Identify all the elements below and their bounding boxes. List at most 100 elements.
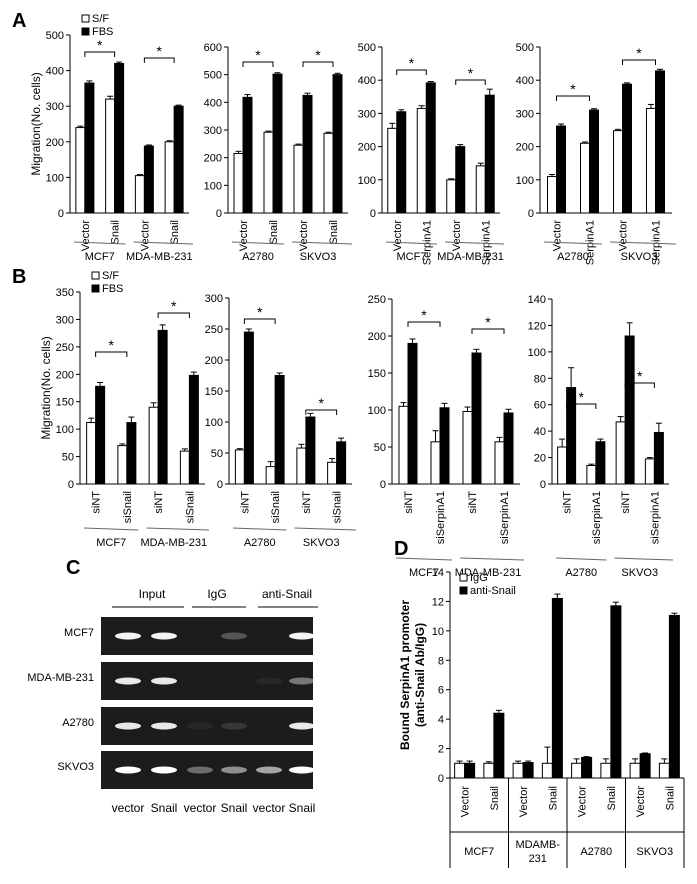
group-label: SKVO3 — [636, 846, 673, 858]
y-tick-label: 20 — [534, 453, 546, 465]
y-tick-label: 6 — [438, 685, 444, 697]
bar-sf — [179, 450, 190, 485]
y-tick-label: 500 — [516, 42, 534, 54]
legend-label: FBS — [102, 283, 123, 295]
bar-sf — [658, 762, 670, 779]
bar-fbs — [396, 111, 407, 214]
y-tick-label: 200 — [46, 137, 64, 149]
group-label: A2780 — [580, 846, 612, 858]
legend-label: anti-Snail — [470, 585, 516, 597]
bar-fbs — [173, 105, 184, 214]
bar-fbs — [551, 597, 563, 779]
category-label: siSnail — [270, 491, 282, 523]
bar-sf — [613, 130, 623, 214]
bar-sf — [148, 406, 159, 485]
gel-band — [115, 766, 141, 774]
bar-fbs — [455, 146, 466, 214]
bar-fbs — [272, 73, 283, 214]
bar-sf — [296, 447, 307, 485]
category-label: Vector — [552, 220, 564, 252]
y-tick-label: 400 — [46, 66, 64, 78]
group-divider — [385, 241, 438, 245]
gel-row-label: MCF7 — [64, 627, 94, 639]
bar-fbs — [522, 762, 534, 779]
y-tick-label: 500 — [204, 70, 222, 82]
y-tick-label: 8 — [438, 655, 444, 667]
group-divider — [459, 557, 525, 561]
bar-sf — [629, 762, 641, 779]
y-tick-label: 120 — [528, 320, 546, 332]
y-axis-title: (anti-Snail Ab/IgG) — [413, 623, 427, 727]
gel-lane-label: vector — [184, 801, 217, 815]
bar-fbs — [242, 96, 253, 214]
group-label: MDA-MB-231 — [140, 537, 207, 549]
group-label: A2780 — [565, 567, 597, 579]
gel-band — [221, 632, 247, 640]
y-tick-label: 150 — [205, 386, 223, 398]
group-label-line: MDAMB- — [515, 839, 560, 851]
category-label: Snail — [110, 220, 122, 244]
y-tick-label: 14 — [432, 567, 444, 579]
y-axis-title: Migration(No. cells) — [39, 336, 53, 439]
group-divider — [444, 241, 505, 245]
bar-fbs — [556, 125, 566, 214]
gel-band — [115, 677, 141, 685]
significance-bracket — [455, 79, 486, 85]
bar-fbs — [157, 329, 168, 485]
group-divider — [231, 241, 285, 245]
group-divider — [83, 527, 139, 531]
group-label: SKVO3 — [621, 251, 658, 263]
significance-bracket — [407, 321, 441, 327]
y-tick-label: 50 — [62, 452, 74, 464]
group-label-line: MCF7 — [464, 846, 494, 858]
bar-fbs — [114, 62, 125, 214]
group-divider — [614, 557, 674, 561]
significance-bracket — [624, 382, 655, 388]
y-tick-label: 200 — [358, 142, 376, 154]
bar-sf — [234, 449, 245, 485]
gel-band — [151, 766, 177, 774]
bar-sf — [600, 762, 612, 779]
gel-row-label: A2780 — [62, 717, 94, 729]
y-axis-title: Migration(No. cells) — [29, 72, 43, 175]
gel-lane-label: vector — [253, 801, 286, 815]
category-label: Vector — [451, 220, 463, 252]
bar-fbs — [503, 412, 514, 485]
category-label: siSerpinA1 — [591, 491, 603, 544]
bar-fbs — [188, 374, 199, 485]
category-label: Vector — [238, 220, 250, 252]
category-label: siNT — [239, 491, 251, 514]
y-tick-label: 0 — [438, 773, 444, 785]
gel-header-label: IgG — [207, 587, 226, 601]
group-divider — [555, 557, 607, 561]
bar-sf — [580, 142, 590, 214]
category-label: siSerpinA1 — [649, 491, 661, 544]
y-tick-label: 12 — [432, 596, 444, 608]
significance-star: * — [579, 389, 585, 405]
chart-b3: 0 50 100 150 200 250 siNT siSerpinA1 siNT siSerpi… — [368, 294, 525, 579]
bar-fbs — [624, 335, 635, 485]
significance-star: * — [315, 47, 321, 63]
gel-band — [187, 722, 213, 730]
gel-band — [115, 632, 141, 640]
bar-fbs — [84, 82, 95, 214]
category-label: Vector — [518, 786, 530, 818]
y-tick-label: 500 — [358, 42, 376, 54]
bar-sf — [134, 175, 145, 214]
bar-sf — [164, 141, 175, 214]
y-tick-label: 50 — [211, 448, 223, 460]
legend-label: IgG — [470, 572, 488, 584]
bar-sf — [263, 131, 274, 214]
y-tick-label: 0 — [370, 208, 376, 220]
y-tick-label: 200 — [204, 153, 222, 165]
bar-fbs — [484, 94, 495, 214]
y-tick-label: 400 — [358, 75, 376, 87]
bar-fbs — [407, 342, 418, 485]
y-tick-label: 200 — [56, 369, 74, 381]
gel-band — [289, 677, 315, 685]
group-label: MCF7 — [96, 537, 126, 549]
y-tick-label: 100 — [368, 405, 386, 417]
category-label: siSerpinA1 — [499, 491, 511, 544]
bar-sf — [446, 179, 457, 214]
